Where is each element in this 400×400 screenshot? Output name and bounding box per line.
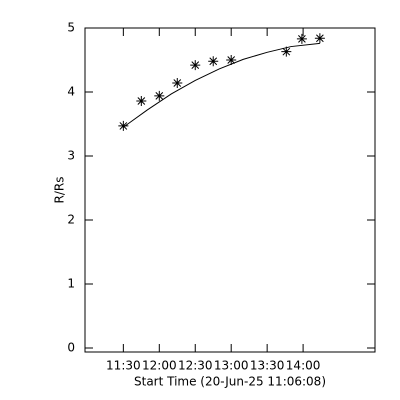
x-tick-label: 12:30: [178, 359, 213, 373]
data-point: [314, 33, 325, 44]
y-tick-label: 5: [67, 21, 75, 35]
y-axis-label: R/Rs: [53, 177, 67, 204]
y-tick-label: 3: [67, 149, 75, 163]
data-point: [172, 78, 183, 89]
data-point: [208, 56, 219, 67]
y-tick-label: 2: [67, 213, 75, 227]
data-point: [296, 33, 307, 44]
data-point: [118, 120, 129, 131]
x-axis-label: Start Time (20-Jun-25 11:06:08): [134, 375, 326, 389]
data-point: [281, 46, 292, 57]
x-tick-label: 12:00: [142, 359, 177, 373]
x-tick-label: 11:30: [106, 359, 141, 373]
fit-curve: [123, 42, 320, 128]
y-tick-label: 1: [67, 277, 75, 291]
y-tick-label: 4: [67, 85, 75, 99]
y-tick-label: 0: [67, 341, 75, 355]
x-tick-label: 14:00: [286, 359, 321, 373]
data-point: [226, 55, 237, 65]
data-point: [136, 95, 147, 106]
x-tick-label: 13:30: [250, 359, 285, 373]
data-point: [154, 90, 165, 101]
data-point: [190, 60, 201, 71]
plot-frame: [84, 27, 376, 353]
x-tick-label: 13:00: [214, 359, 249, 373]
